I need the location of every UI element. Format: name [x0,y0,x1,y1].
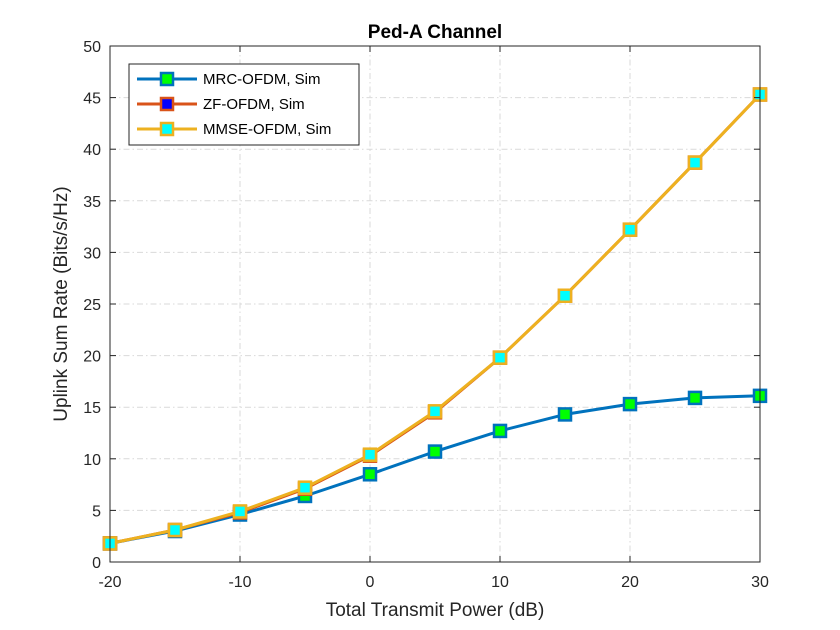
series-1-marker [492,423,508,439]
y-tick-label: 25 [83,297,101,314]
series-3-marker [362,447,378,462]
y-tick-label: 5 [92,503,101,520]
series-3-marker [687,155,703,170]
series-3-marker [167,522,183,538]
chart-title: Ped-A Channel [368,22,502,43]
series-3-marker [427,404,443,419]
series-1-marker [427,444,443,459]
series-1-marker [687,390,703,406]
series-3-marker [232,504,248,519]
x-tick-label: 10 [491,574,509,591]
legend-marker-3 [159,121,175,137]
legend-label-3: MMSE-OFDM, Sim [203,121,331,138]
y-axis-label: Uplink Sum Rate (Bits/s/Hz) [51,186,72,421]
series-3-marker [557,288,573,303]
series-1-marker [557,407,573,422]
x-tick-label: 30 [751,574,769,591]
y-tick-label: 20 [83,349,101,366]
series-1-marker [362,467,378,482]
y-tick-label: 35 [83,194,101,211]
series-3-marker [622,222,638,237]
x-tick-label: -20 [98,574,121,591]
series-1-marker [622,396,638,412]
y-tick-label: 40 [83,142,101,159]
y-tick-label: 10 [83,452,101,469]
y-tick-label: 0 [92,555,101,572]
y-tick-label: 30 [83,245,101,262]
series-3-marker [297,480,313,495]
y-tick-label: 45 [83,91,101,108]
legend-marker-2 [159,96,175,112]
series-layer [102,87,768,551]
legend: MRC-OFDM, Sim ZF-OFDM, Sim MMSE-OFDM, Sim [128,63,360,146]
x-tick-label: -10 [228,574,251,591]
x-axis-label: Total Transmit Power (dB) [326,600,545,621]
series-3-marker [492,350,508,365]
legend-label-1: MRC-OFDM, Sim [203,71,320,88]
legend-marker-1 [159,71,175,87]
ticks: 0 5 10 15 20 25 30 35 40 45 50 -20 -10 0 10 20 30 [83,39,769,591]
legend-label-2: ZF-OFDM, Sim [203,96,305,113]
y-tick-label: 50 [83,39,101,56]
y-tick-label: 15 [83,400,101,417]
x-tick-label: 20 [621,574,639,591]
x-tick-label: 0 [366,574,375,591]
